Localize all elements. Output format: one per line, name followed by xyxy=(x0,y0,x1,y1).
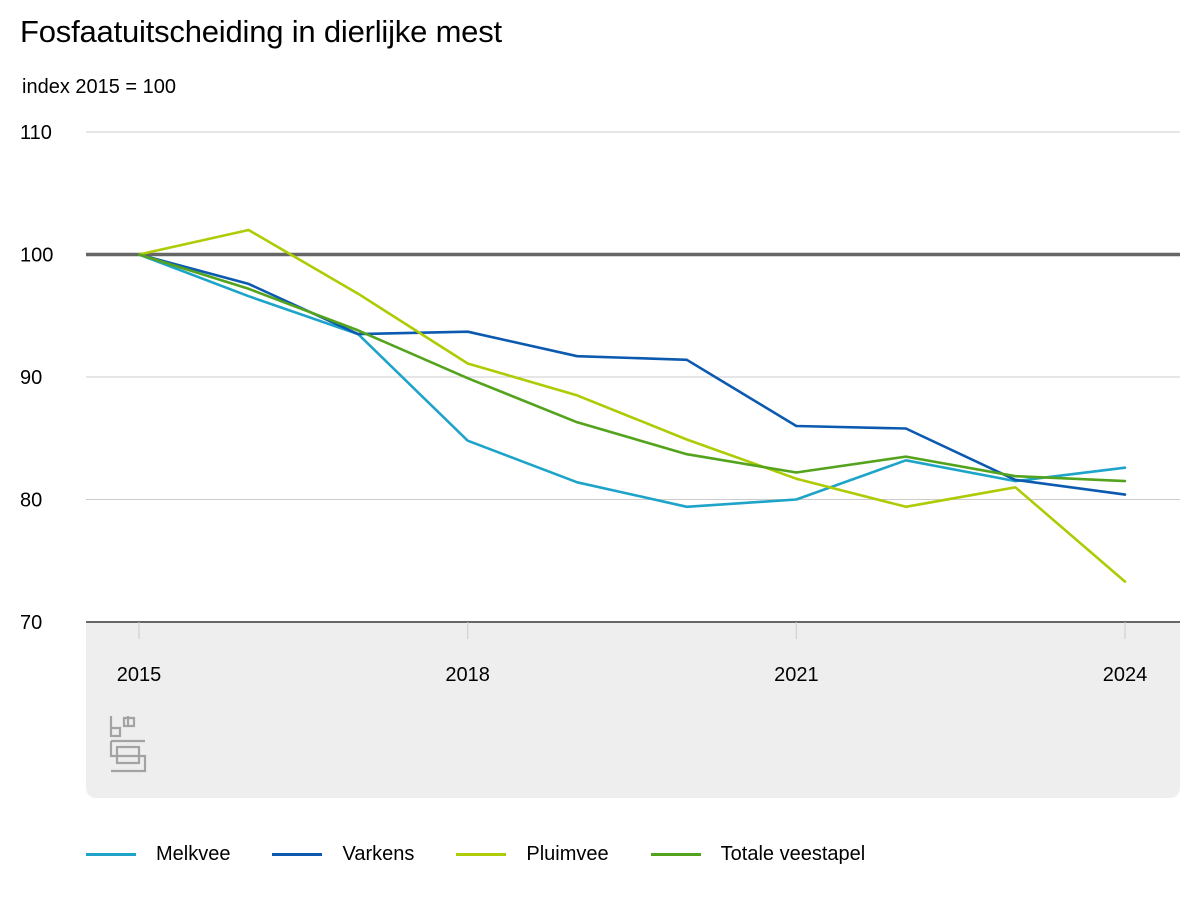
legend-label: Totale veestapel xyxy=(720,843,866,865)
cbs-logo-icon xyxy=(109,716,147,773)
series-line-varkens xyxy=(137,253,1127,496)
legend-item-totale-veestapel[interactable]: Totale veestapel xyxy=(650,843,866,866)
legend-item-pluimvee[interactable]: Pluimvee xyxy=(456,843,609,866)
chart-title: Fosfaatuitscheiding in dierlijke mest xyxy=(20,14,502,49)
legend-swatch xyxy=(86,853,136,856)
x-axis: 2015 2018 2021 2024 xyxy=(86,621,1180,686)
x-tick-label: 2018 xyxy=(445,664,490,686)
legend-swatch xyxy=(456,853,507,856)
y-tick-label: 70 xyxy=(20,612,42,634)
legend-item-varkens[interactable]: Varkens xyxy=(272,843,414,866)
legend: Melkvee Varkens Pluimvee Totale veestapel xyxy=(86,843,907,866)
y-tick-label: 110 xyxy=(20,122,52,144)
y-tick-label: 100 xyxy=(20,245,53,267)
legend-swatch xyxy=(650,853,701,856)
y-tick-label: 80 xyxy=(20,490,42,512)
series-lines xyxy=(137,228,1127,583)
x-tick-label: 2024 xyxy=(1103,664,1148,686)
series-line-totale-veestapel xyxy=(137,253,1127,483)
legend-item-melkvee[interactable]: Melkvee xyxy=(86,843,230,866)
y-axis-labels: 70 80 90 100 110 xyxy=(20,122,53,634)
legend-label: Melkvee xyxy=(156,843,231,865)
x-axis-panel-top-fill xyxy=(86,622,1180,642)
y-tick-label: 90 xyxy=(20,367,42,389)
grid-lines xyxy=(86,131,1180,500)
legend-swatch xyxy=(272,853,323,856)
legend-label: Varkens xyxy=(342,843,415,865)
x-axis-panel xyxy=(86,622,1180,798)
x-tick-label: 2021 xyxy=(774,664,819,686)
legend-label: Pluimvee xyxy=(526,843,609,865)
series-line-pluimvee xyxy=(137,228,1127,583)
line-chart: 70 80 90 100 110 2015 2018 2021 2024 xyxy=(20,122,1180,798)
series-line-melkvee xyxy=(137,253,1127,509)
chart-subtitle: index 2015 = 100 xyxy=(22,76,177,98)
x-tick-label: 2015 xyxy=(117,664,162,686)
